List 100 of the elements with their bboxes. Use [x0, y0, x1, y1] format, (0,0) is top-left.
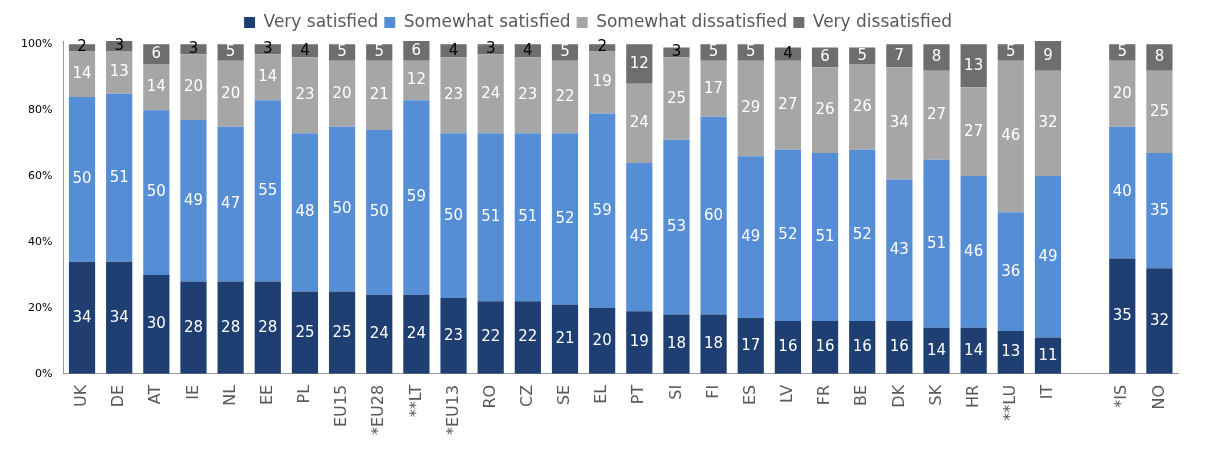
- data-label: 5: [1117, 42, 1128, 61]
- bar: [774, 149, 802, 322]
- bar: [440, 133, 467, 299]
- bar: [143, 110, 170, 275]
- data-label: 4: [300, 40, 310, 59]
- data-label: 51: [481, 207, 501, 226]
- data-label: 5: [708, 42, 719, 61]
- data-label: 23: [295, 85, 315, 104]
- bar: [849, 64, 876, 150]
- bar: [811, 321, 839, 374]
- bar: [551, 133, 579, 305]
- data-label: 26: [815, 100, 835, 119]
- data-label: 12: [629, 53, 649, 72]
- bar: [440, 298, 467, 374]
- legend-label: Very dissatisfied: [812, 10, 952, 31]
- x-tick-label: *EU13: [442, 384, 462, 436]
- data-label: 17: [704, 78, 724, 97]
- data-label: 28: [258, 317, 278, 336]
- bar: [700, 314, 727, 374]
- data-label: 14: [964, 340, 984, 359]
- x-tick-label: HR: [962, 384, 982, 408]
- bar: [68, 261, 96, 374]
- data-label: 5: [857, 45, 867, 64]
- bar: [68, 50, 96, 98]
- x-tick-label: DE: [108, 384, 128, 408]
- bar: [291, 291, 319, 374]
- data-label: 19: [629, 332, 649, 351]
- bar: [106, 93, 133, 262]
- bar: [737, 317, 764, 374]
- bar: [217, 126, 244, 282]
- data-label: 32: [1149, 310, 1169, 329]
- bar: [254, 100, 281, 282]
- legend-label: Somewhat satisfied: [403, 10, 571, 31]
- data-label: 20: [1112, 83, 1132, 102]
- bar: [217, 60, 244, 127]
- y-tick-label: 80%: [27, 103, 53, 117]
- bar: [403, 294, 430, 374]
- bar: [180, 281, 207, 374]
- data-label: 25: [666, 88, 686, 107]
- data-label: 27: [926, 105, 947, 124]
- bar: [1034, 41, 1062, 71]
- data-label: 24: [369, 324, 389, 343]
- bar: [997, 212, 1024, 331]
- data-label: 13: [109, 62, 129, 81]
- data-label: 23: [518, 85, 538, 104]
- x-tick-label: SI: [665, 384, 685, 400]
- data-label: 55: [258, 180, 278, 199]
- bar: [477, 54, 504, 134]
- bar: [589, 113, 616, 308]
- data-label: 35: [1149, 200, 1169, 219]
- data-label: 3: [263, 39, 273, 58]
- x-tick-label: SE: [554, 384, 574, 406]
- data-label: 43: [889, 240, 909, 259]
- data-label: 50: [72, 169, 92, 188]
- x-tick-label: LV: [777, 384, 797, 403]
- data-label: 49: [1038, 246, 1058, 265]
- bar: [663, 57, 690, 140]
- x-tick-label: AT: [145, 384, 165, 405]
- bar: [366, 44, 393, 61]
- data-label: 14: [258, 67, 278, 86]
- y-tick-label: 60%: [27, 168, 53, 182]
- bar: [663, 314, 690, 374]
- x-tick-label: IE: [182, 384, 202, 400]
- bar: [886, 44, 913, 68]
- bar: [1109, 60, 1136, 127]
- bar: [626, 311, 653, 374]
- bar: [514, 57, 541, 134]
- data-label: 5: [560, 42, 570, 61]
- bar: [626, 83, 653, 163]
- data-label: 50: [332, 198, 352, 217]
- data-label: 17: [741, 335, 761, 354]
- bar: [700, 60, 727, 117]
- bar: [626, 44, 653, 84]
- data-label: 51: [926, 233, 947, 252]
- data-label: 51: [109, 167, 129, 186]
- data-label: 24: [406, 324, 426, 343]
- x-tick-label: CZ: [517, 384, 536, 407]
- y-tick-label: 0%: [34, 366, 53, 380]
- data-label: 21: [369, 85, 389, 104]
- bar: [143, 64, 170, 111]
- data-label: 25: [332, 322, 352, 341]
- bar: [366, 294, 393, 374]
- bar: [106, 261, 133, 374]
- data-label: 3: [114, 35, 124, 54]
- data-label: 13: [1001, 342, 1021, 361]
- bar: [366, 129, 393, 295]
- data-label: 18: [666, 334, 686, 353]
- bar: [886, 321, 913, 374]
- data-label: 19: [592, 72, 612, 91]
- data-label: 50: [369, 202, 389, 221]
- bar: [849, 149, 876, 322]
- x-tick-label: SK: [925, 384, 945, 406]
- data-label: 5: [337, 42, 347, 61]
- data-label: 51: [815, 226, 835, 245]
- x-tick-label: *EU28: [368, 384, 388, 436]
- bar: [1109, 126, 1136, 259]
- data-label: 27: [778, 95, 798, 114]
- data-label: 20: [221, 83, 241, 102]
- bar: [328, 291, 356, 374]
- data-label: 24: [629, 113, 649, 132]
